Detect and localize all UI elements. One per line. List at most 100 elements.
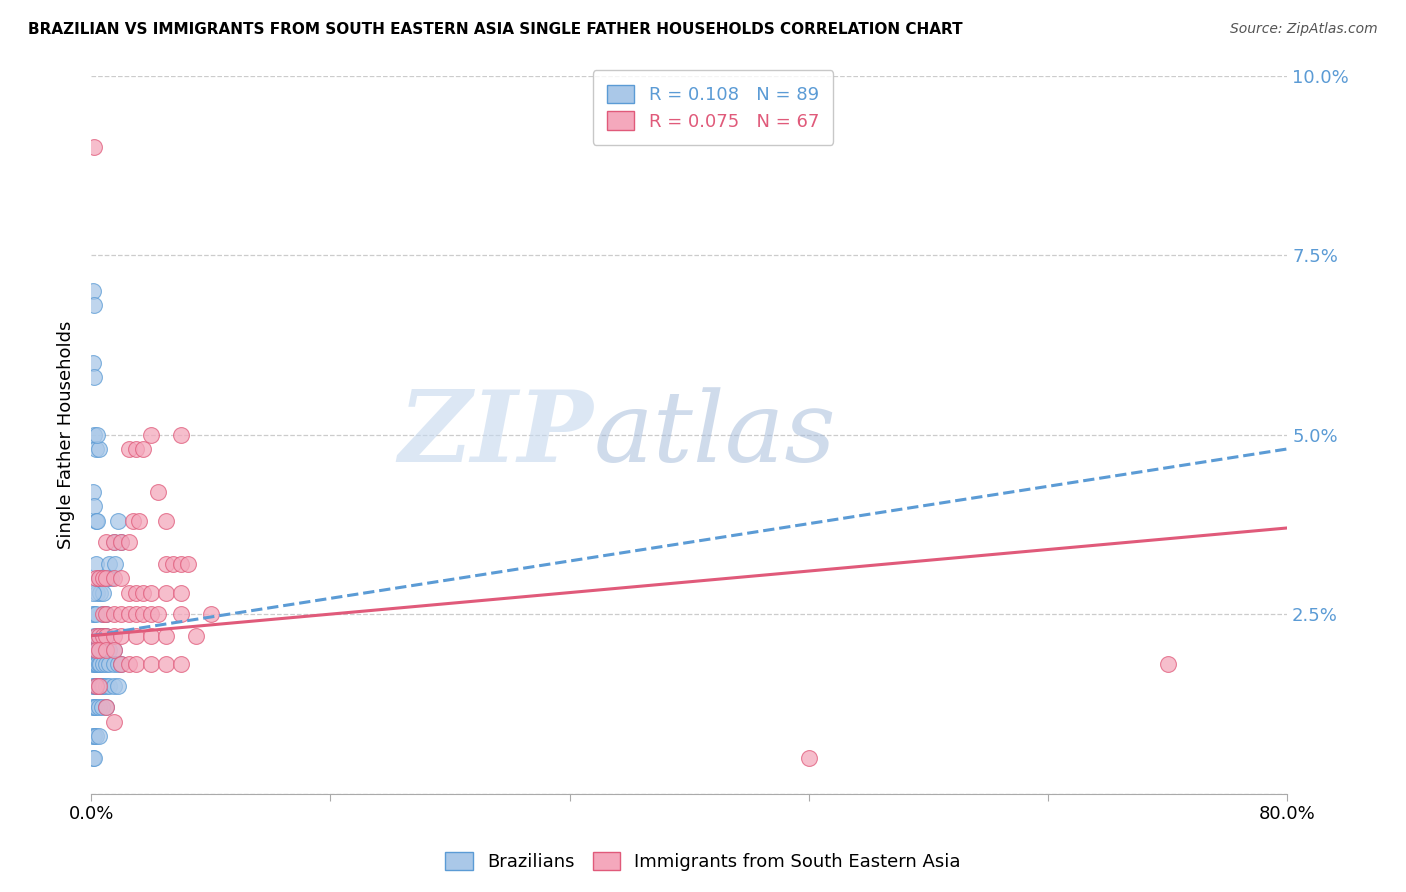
Legend: Brazilians, Immigrants from South Eastern Asia: Brazilians, Immigrants from South Easter… — [439, 845, 967, 879]
Point — [84, 514, 107, 528]
Point — [103, 535, 125, 549]
Point — [94, 535, 117, 549]
Point — [87, 679, 110, 693]
Point — [87, 571, 110, 585]
Point — [797, 751, 820, 765]
Point — [200, 607, 222, 621]
Point — [83, 370, 105, 384]
Point — [82, 485, 104, 500]
Point — [93, 607, 115, 621]
Point — [110, 607, 132, 621]
Point — [170, 557, 193, 571]
Point — [117, 607, 139, 621]
Point — [84, 571, 107, 585]
Point — [91, 629, 114, 643]
Point — [98, 643, 121, 657]
Point — [103, 657, 125, 672]
Point — [84, 442, 107, 456]
Point — [91, 585, 114, 599]
Point — [94, 700, 117, 714]
Point — [83, 607, 105, 621]
Point — [87, 571, 110, 585]
Point — [84, 700, 107, 714]
Point — [86, 679, 108, 693]
Point — [117, 585, 139, 599]
Point — [170, 607, 193, 621]
Point — [155, 557, 177, 571]
Point — [82, 585, 104, 599]
Point — [84, 679, 107, 693]
Point — [91, 657, 114, 672]
Point — [125, 607, 148, 621]
Point — [86, 629, 108, 643]
Point — [170, 585, 193, 599]
Point — [91, 643, 114, 657]
Point — [125, 657, 148, 672]
Point — [103, 643, 125, 657]
Point — [89, 657, 111, 672]
Point — [139, 657, 162, 672]
Point — [98, 657, 121, 672]
Point — [110, 535, 132, 549]
Point — [84, 729, 107, 743]
Point — [139, 629, 162, 643]
Point — [90, 679, 112, 693]
Point — [84, 657, 107, 672]
Point — [93, 629, 115, 643]
Point — [84, 679, 107, 693]
Point — [155, 514, 177, 528]
Point — [97, 571, 120, 585]
Point — [86, 643, 108, 657]
Point — [125, 629, 148, 643]
Point — [87, 629, 110, 643]
Point — [94, 679, 117, 693]
Point — [87, 700, 110, 714]
Point — [86, 585, 108, 599]
Point — [170, 427, 193, 442]
Point — [82, 679, 104, 693]
Point — [82, 643, 104, 657]
Point — [148, 607, 170, 621]
Point — [84, 557, 107, 571]
Point — [90, 700, 112, 714]
Point — [87, 657, 110, 672]
Text: Source: ZipAtlas.com: Source: ZipAtlas.com — [1230, 22, 1378, 37]
Point — [83, 427, 105, 442]
Point — [132, 442, 155, 456]
Point — [91, 571, 114, 585]
Point — [107, 679, 129, 693]
Point — [98, 679, 121, 693]
Point — [94, 700, 117, 714]
Point — [84, 643, 107, 657]
Point — [103, 629, 125, 643]
Point — [170, 657, 193, 672]
Point — [94, 643, 117, 657]
Point — [82, 729, 104, 743]
Point — [89, 643, 111, 657]
Point — [148, 485, 170, 500]
Point — [162, 557, 184, 571]
Point — [83, 700, 105, 714]
Point — [83, 679, 105, 693]
Point — [82, 356, 104, 370]
Point — [117, 657, 139, 672]
Point — [82, 751, 104, 765]
Point — [122, 514, 145, 528]
Point — [125, 442, 148, 456]
Point — [177, 557, 200, 571]
Point — [83, 140, 105, 154]
Point — [84, 629, 107, 643]
Point — [139, 427, 162, 442]
Point — [83, 629, 105, 643]
Point — [103, 679, 125, 693]
Point — [155, 657, 177, 672]
Point — [110, 657, 132, 672]
Point — [110, 657, 132, 672]
Point — [87, 629, 110, 643]
Point — [103, 535, 125, 549]
Point — [1156, 657, 1178, 672]
Point — [155, 629, 177, 643]
Point — [103, 643, 125, 657]
Point — [110, 535, 132, 549]
Point — [89, 571, 111, 585]
